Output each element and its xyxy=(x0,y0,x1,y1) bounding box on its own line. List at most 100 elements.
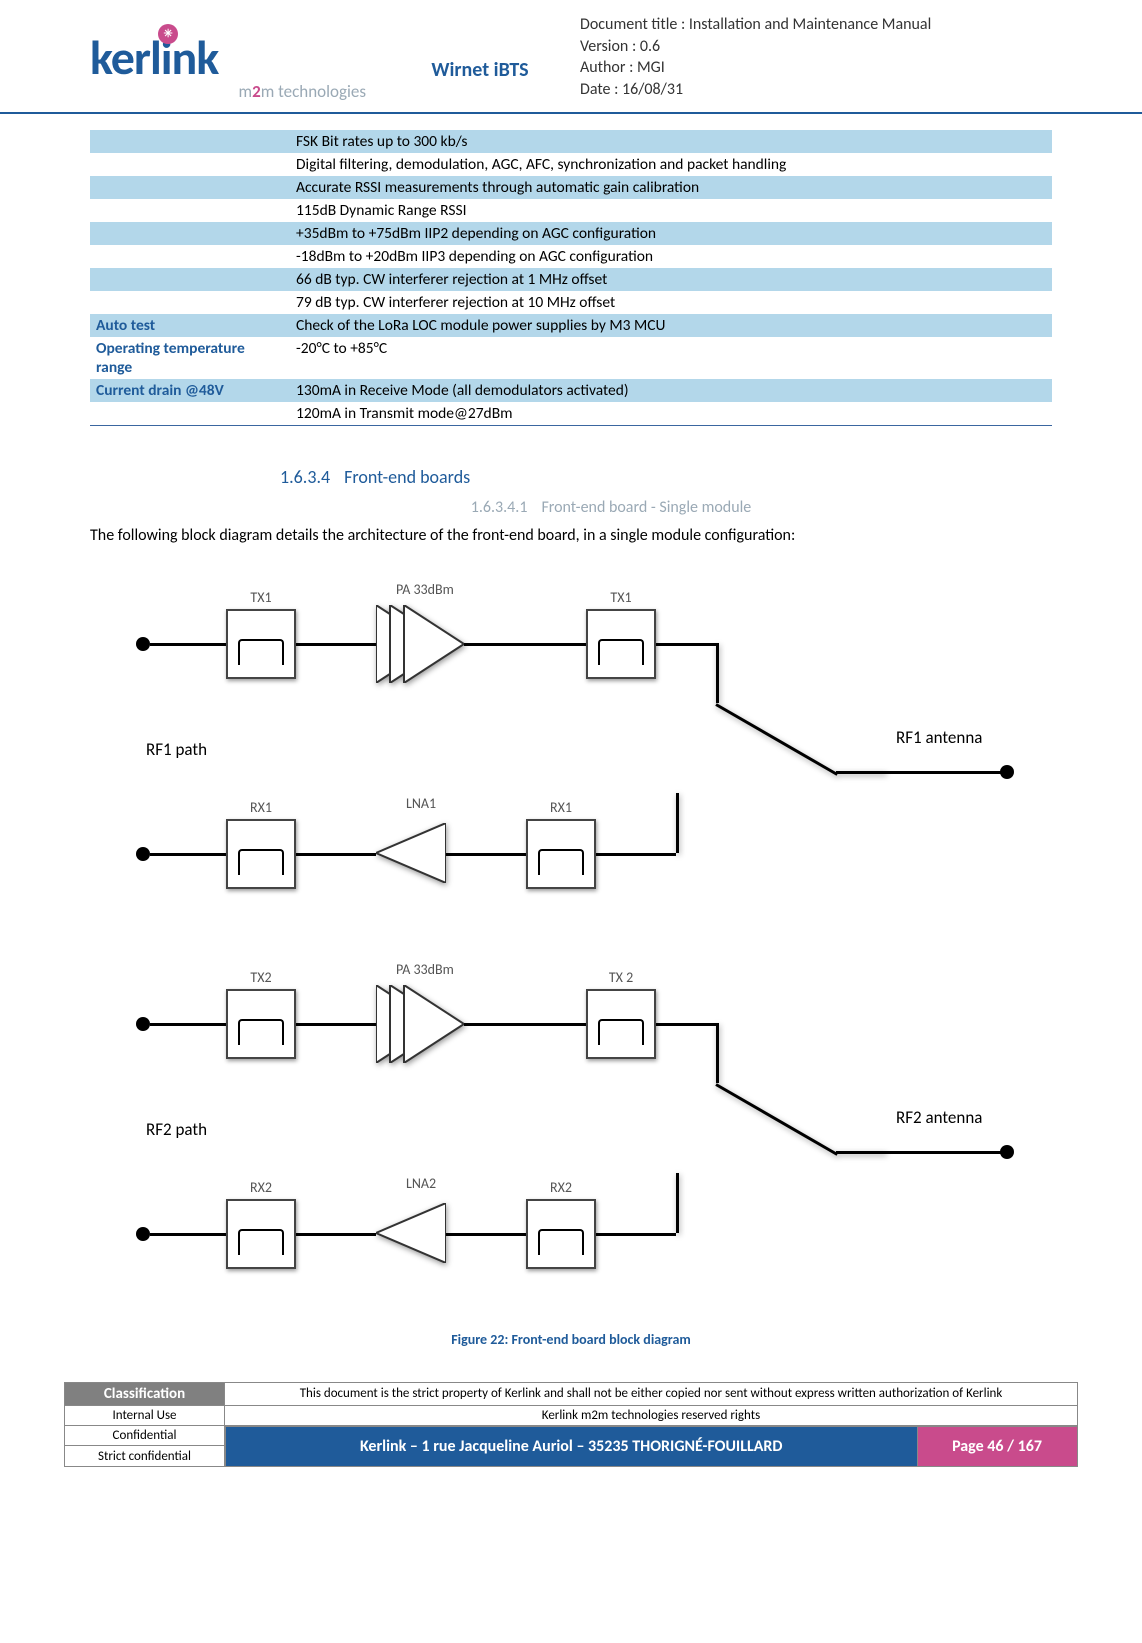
wire xyxy=(150,643,226,646)
wire xyxy=(464,643,586,646)
classification-label: Classification xyxy=(65,1382,225,1405)
block-label: RX2 xyxy=(228,1179,294,1196)
logo-sub-prefix: m xyxy=(238,81,252,102)
lna-icon xyxy=(376,1203,446,1268)
table-row: 120mA in Transmit mode@27dBm xyxy=(90,402,1052,426)
spec-label: Auto test xyxy=(90,314,290,337)
table-row: Operating temperature range-20°C to +85°… xyxy=(90,337,1052,379)
spec-value: Digital filtering, demodulation, AGC, AF… xyxy=(290,153,1052,176)
logo-sub-mid: 2 xyxy=(252,81,261,102)
wire xyxy=(150,1233,226,1236)
spec-label: Current drain @48V xyxy=(90,379,290,402)
spec-value: -20°C to +85°C xyxy=(290,337,1052,379)
figure-caption: Figure 22: Front-end board block diagram xyxy=(90,1331,1052,1348)
block-label: TX2 xyxy=(228,969,294,986)
port-dot-icon xyxy=(136,637,150,651)
wire xyxy=(884,1151,1004,1154)
rf-switch-icon xyxy=(676,1023,896,1233)
wire xyxy=(884,771,1004,774)
table-row: Auto testCheck of the LoRa LOC module po… xyxy=(90,314,1052,337)
wire xyxy=(446,1233,526,1236)
section-title: Front-end boards xyxy=(344,466,470,488)
table-row: Accurate RSSI measurements through autom… xyxy=(90,176,1052,199)
spec-label xyxy=(90,245,290,268)
spec-value: Check of the LoRa LOC module power suppl… xyxy=(290,314,1052,337)
power-amp-icon xyxy=(376,985,466,1068)
block-label: RX1 xyxy=(228,799,294,816)
subsection-heading: 1.6.3.4.1 Front-end board - Single module xyxy=(170,498,1052,517)
spec-value: +35dBm to +75dBm IIP2 depending on AGC c… xyxy=(290,222,1052,245)
spec-value: Accurate RSSI measurements through autom… xyxy=(290,176,1052,199)
table-row: 115dB Dynamic Range RSSI xyxy=(90,199,1052,222)
wire xyxy=(296,643,376,646)
table-row: 79 dB typ. CW interferer rejection at 10… xyxy=(90,291,1052,314)
filter-block: TX1 xyxy=(226,609,296,679)
logo-text: kerli✳nk xyxy=(90,28,218,87)
diagram-group: TX1PA 33dBmTX1RX1LNA1RX1 RF1 pathRF1 ant… xyxy=(96,559,1046,939)
spec-label xyxy=(90,268,290,291)
spec-value: 79 dB typ. CW interferer rejection at 10… xyxy=(290,291,1052,314)
antenna-port-icon xyxy=(1000,1145,1014,1159)
section-heading: 1.6.3.4 Front-end boards xyxy=(280,466,1052,488)
filter-block: TX 2 xyxy=(586,989,656,1059)
power-amp-icon xyxy=(376,605,466,688)
block-label: TX1 xyxy=(228,589,294,606)
table-row: +35dBm to +75dBm IIP2 depending on AGC c… xyxy=(90,222,1052,245)
block-diagram: TX1 PA 33dBm TX1 RX1 LNA1 RX1 RF1 path RF1 ant… xyxy=(90,559,1052,1348)
spec-label xyxy=(90,402,290,426)
logo-sub-suffix: m technologies xyxy=(261,81,366,102)
wire xyxy=(446,853,526,856)
wire xyxy=(596,1233,676,1236)
block-label: TX1 xyxy=(588,589,654,606)
table-row: FSK Bit rates up to 300 kb/s xyxy=(90,130,1052,153)
table-row: Current drain @48V130mA in Receive Mode … xyxy=(90,379,1052,402)
filter-block: TX1 xyxy=(586,609,656,679)
doc-title-label: Document title : xyxy=(580,15,685,34)
product-name: Wirnet iBTS xyxy=(380,10,580,82)
block-label: TX 2 xyxy=(588,969,654,986)
wire xyxy=(296,853,376,856)
content-area: FSK Bit rates up to 300 kb/sDigital filt… xyxy=(0,114,1142,1368)
logo: kerli✳nk m2m technologies xyxy=(90,10,380,102)
filter-block: RX2 xyxy=(526,1199,596,1269)
page-footer: Classification This document is the stri… xyxy=(0,1368,1142,1498)
port-dot-icon xyxy=(136,1227,150,1241)
spec-table: FSK Bit rates up to 300 kb/sDigital filt… xyxy=(90,130,1052,426)
lna-icon xyxy=(376,823,446,888)
spec-label xyxy=(90,176,290,199)
version-value: 0.6 xyxy=(640,37,660,56)
spec-label xyxy=(90,199,290,222)
lna-label: LNA2 xyxy=(406,1175,436,1192)
antenna-label: RF2 antenna xyxy=(896,1107,982,1128)
antenna-label: RF1 antenna xyxy=(896,727,982,748)
spec-value: 130mA in Receive Mode (all demodulators … xyxy=(290,379,1052,402)
filter-block: RX1 xyxy=(226,819,296,889)
pa-label: PA 33dBm xyxy=(396,961,454,978)
footer-address: Kerlink – 1 rue Jacqueline Auriol – 3523… xyxy=(225,1426,918,1467)
author-value: MGI xyxy=(637,58,665,77)
spec-label xyxy=(90,222,290,245)
filter-block: RX2 xyxy=(226,1199,296,1269)
spec-value: -18dBm to +20dBm IIP3 depending on AGC c… xyxy=(290,245,1052,268)
spec-label xyxy=(90,153,290,176)
rf-switch-icon xyxy=(676,643,896,853)
class-row: Confidential xyxy=(65,1425,225,1446)
path-label: RF1 path xyxy=(146,739,207,760)
spec-value: FSK Bit rates up to 300 kb/s xyxy=(290,130,1052,153)
subsection-number: 1.6.3.4.1 xyxy=(471,498,528,517)
date-value: 16/08/31 xyxy=(622,80,683,99)
spec-label xyxy=(90,291,290,314)
lna-label: LNA1 xyxy=(406,795,436,812)
doc-title: Installation and Maintenance Manual xyxy=(689,15,931,34)
property-text: This document is the strict property of … xyxy=(225,1382,1078,1405)
subsection-title: Front-end board - Single module xyxy=(541,498,751,517)
section-number: 1.6.3.4 xyxy=(280,466,330,488)
table-row: Digital filtering, demodulation, AGC, AF… xyxy=(90,153,1052,176)
wire xyxy=(150,1023,226,1026)
filter-block: TX2 xyxy=(226,989,296,1059)
diagram-group: TX2PA 33dBmTX 2RX2LNA2RX2 RF2 pathRF2 an… xyxy=(96,939,1046,1319)
class-row: Strict confidential xyxy=(65,1446,225,1467)
antenna-port-icon xyxy=(1000,765,1014,779)
rights-text: Kerlink m2m technologies reserved rights xyxy=(225,1405,1078,1425)
table-row: -18dBm to +20dBm IIP3 depending on AGC c… xyxy=(90,245,1052,268)
